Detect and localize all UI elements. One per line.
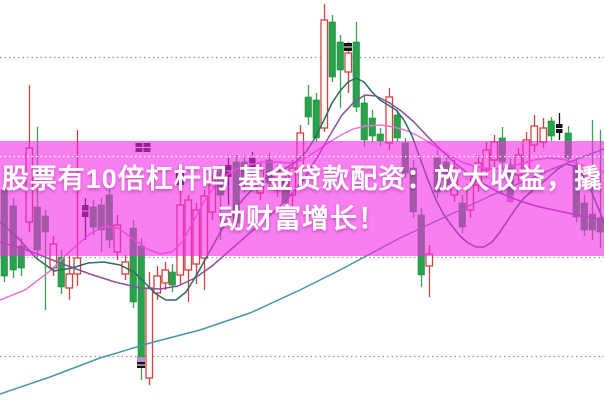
- candle: [547, 117, 555, 141]
- candle: [320, 4, 329, 132]
- candle-body: [368, 117, 376, 137]
- gridlines: [0, 56, 604, 358]
- candle-body: [320, 19, 329, 129]
- candle-body: [153, 275, 162, 294]
- candle-body: [161, 269, 170, 284]
- candle: [65, 256, 74, 300]
- candle-body: [539, 127, 548, 143]
- candle-body: [304, 96, 312, 118]
- candle-body: [376, 133, 384, 142]
- candle-body: [137, 245, 145, 358]
- candle-body: [328, 21, 336, 78]
- candle: [304, 85, 312, 125]
- candle: [161, 262, 170, 290]
- candle-body: [352, 41, 360, 108]
- candle-body: [145, 287, 154, 379]
- candle-body: [312, 99, 320, 139]
- candle: [556, 113, 563, 140]
- candle: [336, 35, 344, 108]
- candle-body: [57, 256, 65, 288]
- candle: [57, 250, 65, 294]
- candle-body: [547, 120, 555, 137]
- candle: [385, 88, 394, 150]
- purple-marker: [137, 357, 145, 364]
- candle-body: [65, 273, 74, 289]
- candle-body: [168, 271, 176, 286]
- candle-body: [360, 102, 368, 141]
- candle-body: [336, 41, 344, 71]
- candle: [360, 96, 368, 147]
- promo-banner-overlay: [0, 141, 604, 256]
- candle-body: [344, 52, 353, 73]
- candle: [352, 22, 360, 112]
- candle: [328, 15, 336, 82]
